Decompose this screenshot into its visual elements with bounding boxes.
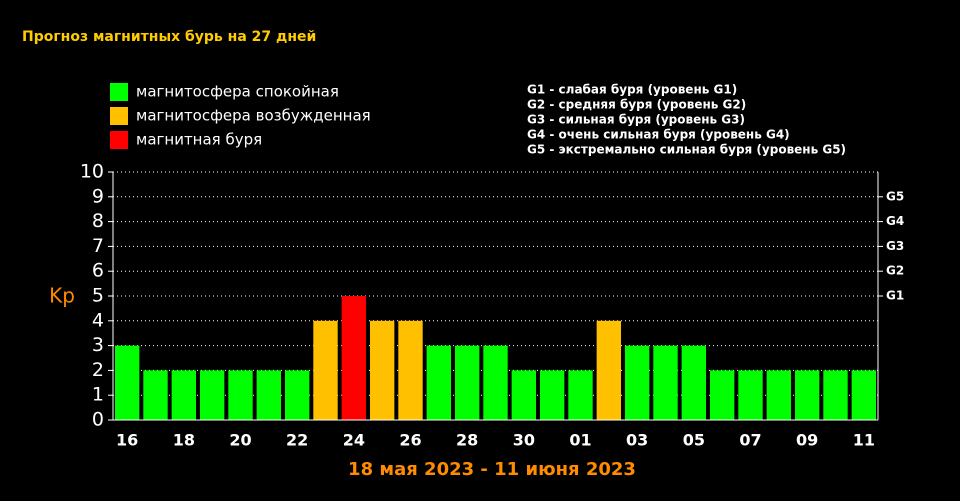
- y-tick-label: 10: [80, 161, 104, 183]
- bar: [709, 370, 735, 420]
- legend-swatch: [110, 131, 128, 149]
- bar: [171, 370, 197, 420]
- storm-level-note: G4 - очень сильная буря (уровень G4): [527, 128, 790, 142]
- y-axis-label: Kp: [49, 284, 75, 308]
- bar: [681, 345, 707, 420]
- bar: [114, 345, 140, 420]
- bar: [454, 345, 480, 420]
- y-tick-label: 0: [92, 409, 104, 431]
- bar: [313, 320, 338, 420]
- x-tick-label: 28: [456, 431, 478, 450]
- legend-swatch: [110, 83, 128, 101]
- y2-tick-label: G2: [886, 264, 904, 278]
- bar: [341, 296, 367, 420]
- legend-label: магнитосфера возбужденная: [136, 107, 371, 125]
- y2-tick-label: G3: [886, 239, 904, 253]
- x-tick-label: 07: [739, 431, 761, 450]
- bar: [653, 345, 678, 420]
- storm-level-note: G5 - экстремально сильная буря (уровень …: [527, 143, 846, 157]
- bar: [369, 320, 395, 420]
- y-tick-label: 3: [92, 334, 104, 356]
- bar: [539, 370, 565, 420]
- y-tick-label: 7: [92, 235, 104, 257]
- bar: [426, 345, 452, 420]
- y-tick-label: 1: [92, 384, 104, 406]
- y-tick-label: 4: [92, 309, 104, 331]
- y-tick-label: 9: [92, 185, 104, 207]
- bar: [766, 370, 792, 420]
- storm-level-note: G3 - сильная буря (уровень G3): [527, 113, 745, 127]
- x-tick-label: 11: [853, 431, 875, 450]
- x-tick-label: 05: [683, 431, 705, 450]
- bar: [483, 345, 508, 420]
- legend-label: магнитосфера спокойная: [136, 83, 339, 101]
- bar: [823, 370, 848, 420]
- bar: [398, 320, 423, 420]
- x-tick-label: 20: [229, 431, 251, 450]
- x-tick-label: 03: [626, 431, 648, 450]
- legend-label: магнитная буря: [136, 131, 262, 149]
- x-tick-label: 24: [343, 431, 365, 450]
- x-tick-label: 01: [569, 431, 591, 450]
- y-tick-label: 6: [92, 260, 104, 282]
- bar: [256, 370, 282, 420]
- bar: [624, 345, 650, 420]
- bar: [199, 370, 225, 420]
- x-tick-label: 22: [286, 431, 308, 450]
- storm-level-note: G1 - слабая буря (уровень G1): [527, 83, 737, 97]
- x-tick-label: 18: [173, 431, 195, 450]
- bar: [794, 370, 820, 420]
- bar: [568, 370, 593, 420]
- bar: [511, 370, 537, 420]
- storm-level-note: G2 - средняя буря (уровень G2): [527, 98, 746, 112]
- y2-tick-label: G5: [886, 189, 904, 203]
- bar: [738, 370, 763, 420]
- x-tick-label: 26: [399, 431, 421, 450]
- y-tick-label: 2: [92, 359, 104, 381]
- x-tick-label: 16: [116, 431, 138, 450]
- x-tick-label: 09: [796, 431, 818, 450]
- legend-swatch: [110, 107, 128, 125]
- bar: [143, 370, 168, 420]
- bar: [596, 320, 622, 420]
- bar: [851, 370, 877, 420]
- chart-title: Прогноз магнитных бурь на 27 дней: [22, 29, 316, 45]
- y2-tick-label: G4: [886, 214, 904, 228]
- chart-subtitle: 18 мая 2023 - 11 июня 2023: [348, 459, 636, 480]
- bar: [284, 370, 310, 420]
- y2-tick-label: G1: [886, 289, 904, 303]
- y-tick-label: 8: [92, 210, 104, 232]
- bar: [228, 370, 253, 420]
- x-tick-label: 30: [513, 431, 535, 450]
- y-tick-label: 5: [92, 285, 104, 307]
